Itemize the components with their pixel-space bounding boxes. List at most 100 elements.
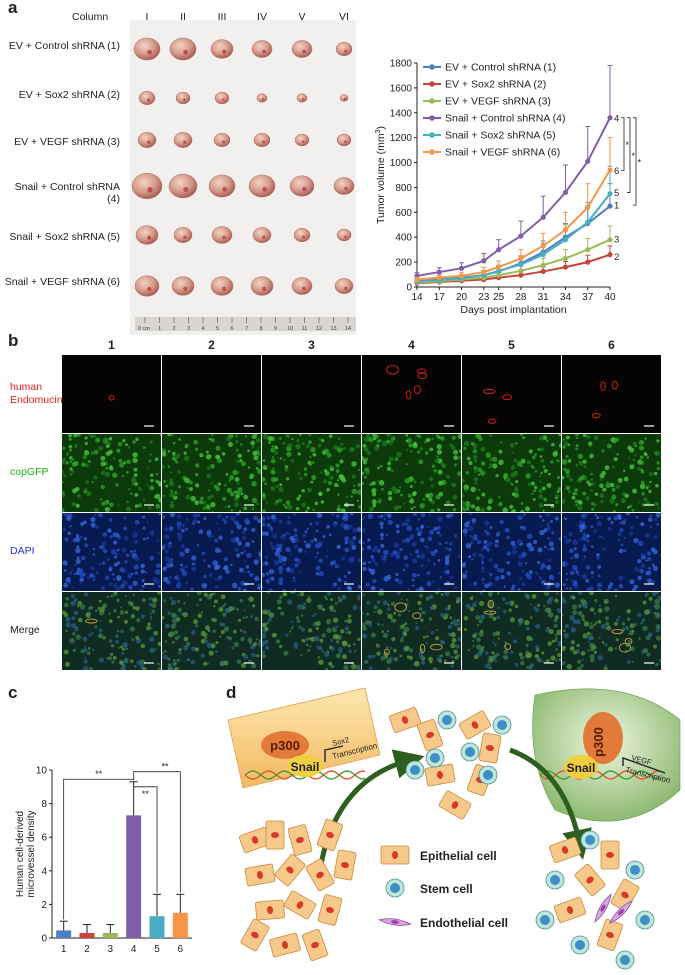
tumor-r6-c5: [291, 277, 313, 295]
cell-dot: [244, 571, 247, 574]
cell-dot: [92, 578, 96, 582]
cell-dot: [508, 608, 512, 612]
cell-dot: [235, 490, 241, 496]
cell-dot: [289, 592, 293, 594]
snail-label-left: Snail: [291, 760, 320, 774]
cell-dot: [115, 483, 119, 487]
cell-dot: [644, 437, 647, 440]
cell-dot: [444, 555, 450, 560]
cell-dot: [219, 622, 224, 627]
cell-dot: [485, 542, 490, 548]
cell-dot: [314, 501, 319, 506]
cell-dot: [554, 516, 559, 521]
micrograph-r2-c3: [262, 434, 361, 512]
cell-dot: [170, 489, 174, 493]
cell-dot: [203, 559, 206, 562]
cell-dot: [112, 532, 118, 538]
cell-dot: [340, 442, 344, 446]
cell-dot: [141, 597, 147, 603]
cell-dot: [440, 593, 444, 596]
x-tick-label: 40: [604, 292, 616, 303]
cell-dot: [249, 473, 255, 479]
cell-dot: [451, 637, 457, 643]
cell-dot: [391, 469, 395, 473]
cell-dot: [463, 446, 467, 450]
cell-dot: [463, 440, 470, 447]
cell-dot: [210, 438, 215, 443]
epithelial-cell-nucleus: [326, 906, 334, 914]
data-point-s6-6: [540, 243, 546, 249]
cell-dot: [158, 584, 161, 588]
cell-dot: [205, 504, 210, 509]
cell-dot: [228, 606, 234, 612]
cell-dot: [213, 484, 218, 489]
cell-dot: [365, 612, 370, 616]
cell-dot: [655, 592, 659, 594]
cell-dot: [108, 437, 112, 441]
cell-dot: [398, 485, 402, 489]
epithelial-cell-left-2: [265, 820, 285, 850]
cell-dot: [614, 647, 618, 650]
stem-cell-right-7: [615, 950, 635, 970]
cell-dot: [154, 493, 161, 499]
cell-dot: [538, 503, 544, 508]
tumor-r2-c6: [339, 94, 349, 102]
cell-dot: [169, 631, 175, 637]
data-point-s6-2: [458, 273, 465, 279]
cell-dot: [368, 666, 373, 670]
cell-dot: [488, 558, 493, 563]
ruler-number: 6: [230, 326, 233, 332]
cell-dot: [324, 651, 330, 657]
cell-dot: [251, 480, 257, 487]
cell-dot: [598, 604, 602, 607]
cell-dot: [640, 621, 644, 625]
cell-dot: [328, 661, 333, 666]
cell-dot: [640, 469, 645, 474]
cell-dot: [310, 480, 314, 484]
cell-dot: [425, 641, 428, 645]
cell-dot: [343, 525, 349, 531]
cell-dot: [391, 486, 397, 492]
cell-dot: [545, 513, 551, 518]
cell-dot: [526, 666, 530, 669]
cell-dot: [156, 563, 161, 569]
cell-dot: [580, 615, 585, 620]
cell-dot: [320, 541, 323, 544]
cell-dot: [198, 529, 204, 535]
epithelial-cell-left-10: [283, 890, 317, 920]
cell-dot: [130, 492, 133, 495]
cell-dot: [542, 519, 545, 522]
micrograph-background: [562, 513, 661, 591]
cell-dot: [463, 616, 469, 621]
cell-dot: [510, 465, 516, 470]
cell-dot: [65, 596, 70, 601]
epithelial-cell-left-9: [255, 899, 285, 921]
cell-dot: [177, 485, 181, 489]
cell-dot: [164, 527, 169, 532]
epithelial-cell-nucleus: [251, 836, 259, 844]
cell-dot: [95, 571, 99, 574]
cell-dot: [326, 549, 330, 552]
cell-dot: [405, 537, 411, 543]
cell-dot: [122, 461, 126, 465]
cell-dot: [585, 565, 591, 570]
cell-dot: [130, 659, 134, 664]
cell-dot: [229, 475, 235, 481]
cell-dot: [582, 658, 585, 661]
cell-dot: [353, 649, 357, 653]
cell-dot: [292, 513, 297, 516]
cell-dot: [462, 507, 467, 512]
cell-dot: [103, 548, 108, 554]
cell-dot: [362, 593, 365, 597]
cell-dot: [597, 588, 603, 591]
cell-dot: [598, 636, 601, 639]
cell-dot: [125, 506, 131, 512]
cell-dot: [234, 547, 239, 552]
cell-dot: [481, 588, 486, 591]
significance-bracket-4-6: [133, 771, 181, 893]
cell-dot: [253, 642, 258, 647]
cell-dot: [515, 480, 519, 484]
cell-dot: [575, 503, 578, 507]
cell-dot: [420, 513, 426, 518]
